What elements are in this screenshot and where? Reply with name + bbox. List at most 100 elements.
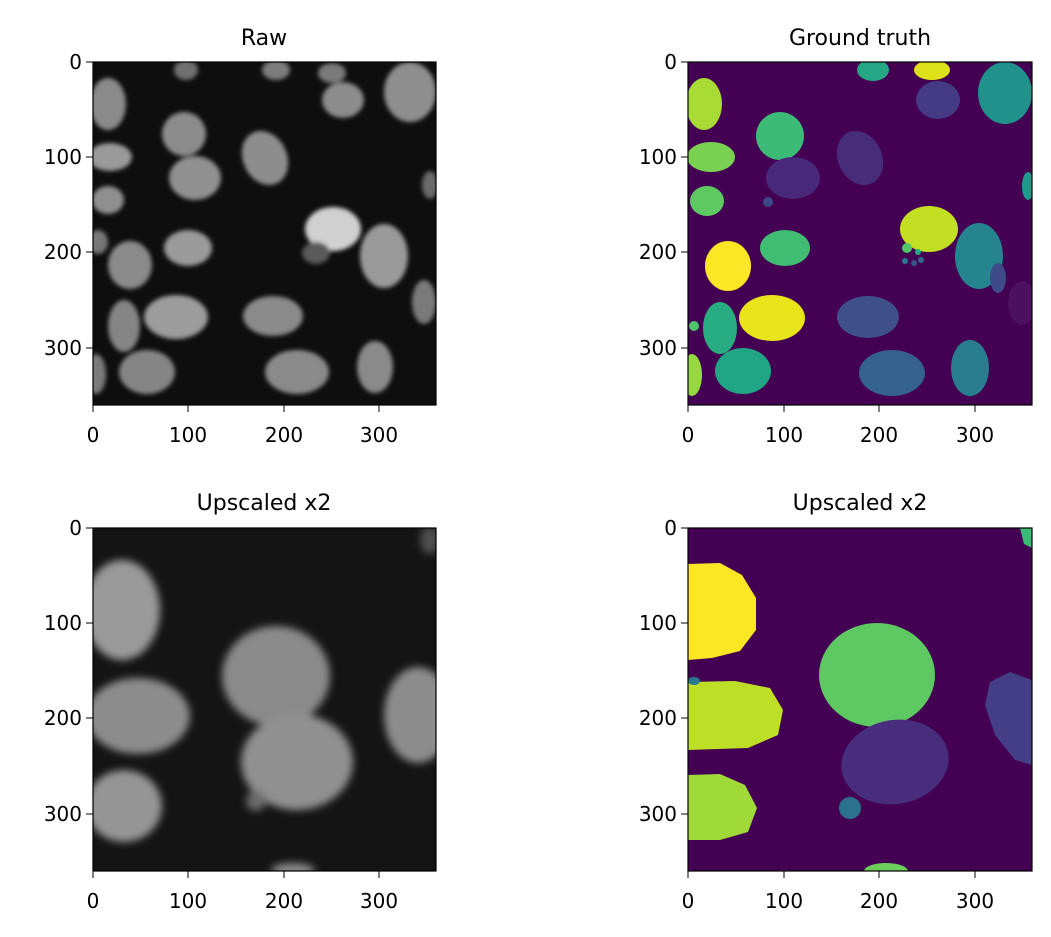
gt-label bbox=[756, 112, 804, 160]
raw-nucleus bbox=[265, 350, 329, 394]
panel-raw-xtick: 0 bbox=[87, 423, 100, 447]
panel-upscaled-labels-ytick: 300 bbox=[639, 802, 677, 826]
raw-nucleus bbox=[119, 350, 175, 394]
gt-label bbox=[715, 348, 771, 394]
gt-label bbox=[739, 295, 805, 341]
gt-label bbox=[902, 243, 912, 253]
panel-upscaled-raw-title: Upscaled x2 bbox=[197, 491, 332, 516]
panel-raw-title: Raw bbox=[241, 26, 287, 51]
raw-nucleus bbox=[144, 295, 208, 339]
panel-upscaled-labels-title: Upscaled x2 bbox=[793, 491, 928, 516]
panel-ground-truth-yaxis: 0 100 200 300 bbox=[639, 50, 688, 360]
gt-label bbox=[836, 130, 884, 186]
upgt-label bbox=[688, 681, 783, 750]
panel-raw-ytick: 300 bbox=[44, 336, 82, 360]
upraw-nucleus bbox=[93, 678, 190, 754]
ground-truth-image bbox=[688, 62, 1032, 405]
panel-ground-truth-xtick: 100 bbox=[765, 423, 803, 447]
panel-ground-truth-xtick: 300 bbox=[956, 423, 994, 447]
upraw-nucleus bbox=[420, 528, 436, 554]
gt-label bbox=[902, 258, 908, 264]
panel-ground-truth-frame bbox=[687, 61, 1033, 406]
panel-upscaled-raw-frame bbox=[92, 527, 437, 872]
upgt-label bbox=[688, 774, 757, 840]
upgt-label bbox=[1020, 528, 1032, 548]
gt-label bbox=[990, 263, 1006, 293]
panel-upscaled-labels-yaxis: 0 100 200 300 bbox=[639, 516, 688, 826]
raw-nucleus bbox=[422, 171, 436, 199]
upgt-label bbox=[819, 623, 935, 727]
raw-nucleus bbox=[384, 62, 436, 122]
raw-nucleus bbox=[305, 207, 361, 251]
panel-raw-ytick: 0 bbox=[69, 50, 82, 74]
upgt-label bbox=[688, 677, 700, 685]
gt-label bbox=[914, 62, 950, 80]
gt-label bbox=[859, 350, 925, 396]
raw-nucleus bbox=[93, 230, 108, 254]
panel-upscaled-raw-ytick: 100 bbox=[44, 611, 82, 635]
gt-label bbox=[760, 230, 810, 266]
raw-nucleus bbox=[93, 143, 132, 171]
gt-label bbox=[763, 197, 773, 207]
gt-label bbox=[978, 62, 1032, 124]
upraw-nucleus bbox=[241, 714, 353, 810]
raw-nucleus bbox=[174, 62, 198, 80]
panel-raw-xtick: 200 bbox=[265, 423, 303, 447]
raw-nucleus bbox=[108, 241, 152, 289]
panel-ground-truth-xtick: 0 bbox=[682, 423, 695, 447]
gt-label bbox=[857, 62, 889, 81]
panel-ground-truth-title: Ground truth bbox=[789, 26, 931, 51]
upgt-label bbox=[841, 719, 949, 805]
panel-upscaled-raw-xtick: 200 bbox=[265, 889, 303, 913]
raw-nucleus bbox=[243, 296, 303, 336]
panel-ground-truth-xaxis: 0 100 200 300 bbox=[682, 405, 994, 447]
gt-label bbox=[900, 206, 958, 252]
upgt-label bbox=[864, 863, 908, 871]
raw-nucleus bbox=[412, 280, 436, 324]
panel-upscaled-raw: Upscaled x2 0 100 200 300 bbox=[44, 491, 437, 913]
gt-label bbox=[688, 142, 735, 172]
panel-upscaled-labels-ytick: 0 bbox=[664, 516, 677, 540]
gt-label bbox=[1008, 281, 1032, 325]
panel-ground-truth: Ground truth bbox=[639, 26, 1033, 447]
panel-upscaled-labels-frame bbox=[687, 527, 1033, 872]
panel-ground-truth-ytick: 200 bbox=[639, 240, 677, 264]
panel-raw-yaxis: 0 100 200 300 bbox=[44, 50, 93, 360]
panel-upscaled-raw-ytick: 300 bbox=[44, 802, 82, 826]
raw-nucleus bbox=[93, 354, 106, 394]
panel-upscaled-raw-yaxis: 0 100 200 300 bbox=[44, 516, 93, 826]
panel-upscaled-labels-xtick: 0 bbox=[682, 889, 695, 913]
panel-ground-truth-ytick: 0 bbox=[664, 50, 677, 74]
panel-raw-frame bbox=[92, 61, 437, 406]
raw-nucleus bbox=[360, 224, 408, 288]
panel-upscaled-raw-xtick: 300 bbox=[360, 889, 398, 913]
upraw-nucleus bbox=[271, 863, 315, 871]
panel-raw: Raw bbox=[44, 26, 437, 447]
raw-nucleus bbox=[169, 156, 221, 200]
gt-label bbox=[766, 157, 820, 199]
panel-raw-ytick: 200 bbox=[44, 240, 82, 264]
gt-label bbox=[911, 260, 917, 266]
raw-nucleus bbox=[164, 230, 212, 266]
panel-raw-xtick: 100 bbox=[169, 423, 207, 447]
upraw-nucleus bbox=[384, 667, 436, 763]
panel-upscaled-labels: Upscaled x2 0 100 200 300 bbox=[639, 491, 1033, 913]
panel-upscaled-labels-xtick: 300 bbox=[956, 889, 994, 913]
panel-upscaled-raw-xtick: 0 bbox=[87, 889, 100, 913]
panel-upscaled-raw-ytick: 200 bbox=[44, 706, 82, 730]
upraw-nucleus bbox=[93, 770, 162, 842]
raw-nucleus bbox=[302, 242, 330, 264]
upgt-label bbox=[985, 672, 1032, 765]
raw-nucleus bbox=[93, 78, 126, 130]
gt-label bbox=[915, 249, 921, 255]
panel-raw-ytick: 100 bbox=[44, 145, 82, 169]
upraw-nucleus bbox=[246, 791, 266, 811]
raw-nucleus bbox=[262, 62, 290, 80]
raw-nucleus bbox=[241, 130, 289, 186]
gt-label bbox=[837, 296, 899, 338]
upraw-nucleus bbox=[222, 626, 330, 726]
upscaled-labels-image bbox=[688, 528, 1032, 871]
panel-upscaled-labels-xaxis: 0 100 200 300 bbox=[682, 871, 994, 913]
raw-nucleus bbox=[108, 300, 140, 352]
panel-upscaled-raw-xaxis: 0 100 200 300 bbox=[87, 871, 398, 913]
